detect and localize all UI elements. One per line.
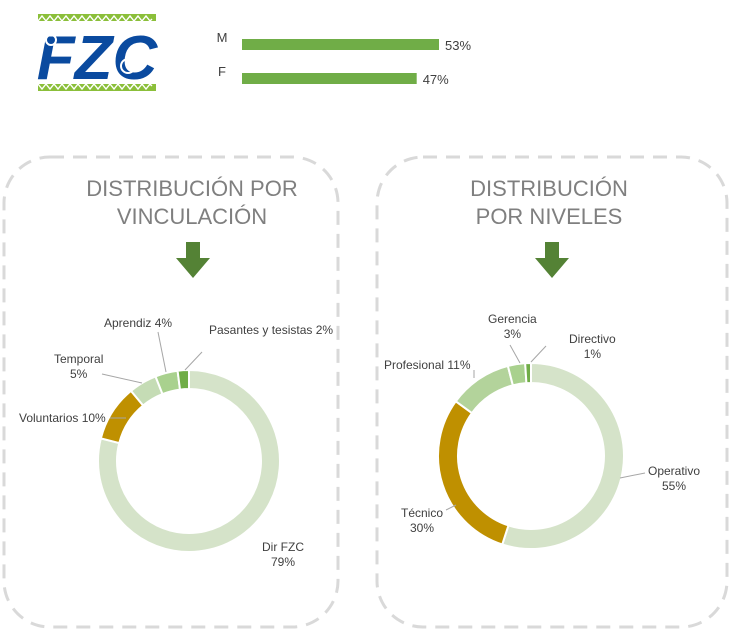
panel-title-line: DISTRIBUCIÓN xyxy=(470,176,628,201)
leader-line xyxy=(445,504,457,511)
leader-line xyxy=(619,472,646,479)
bar-value-label-m: 53% xyxy=(445,38,471,53)
logo-top-pattern xyxy=(37,14,156,23)
panel-title-line: VINCULACIÓN xyxy=(117,204,267,229)
leader-line xyxy=(509,344,521,364)
data-label-directivo: Directivo 1% xyxy=(569,332,616,361)
data-label-profesional: Profesional 11% xyxy=(384,358,471,372)
leader-line xyxy=(530,345,547,363)
logo-swirl-icon xyxy=(120,58,136,74)
data-label-temporal: Temporal 5% xyxy=(54,352,103,381)
fzc-logo: FZC xyxy=(37,14,159,93)
down-arrow-icon xyxy=(535,242,569,278)
donut-slice-dir-fzc xyxy=(97,368,281,553)
down-arrow-icon xyxy=(176,242,210,278)
donut-slice-pasantes-y-tesistas xyxy=(176,368,190,391)
bar-category-label-m: M xyxy=(217,30,228,45)
data-label-voluntarios: Voluntarios 10% xyxy=(19,411,106,425)
data-label-pasantes-y-tesistas: Pasantes y tesistas 2% xyxy=(209,323,333,337)
bar-value-label-f: 47% xyxy=(423,72,449,87)
panel-title-line: POR NIVELES xyxy=(476,204,623,229)
bar-f xyxy=(242,73,417,84)
data-label-operativo: Operativo 55% xyxy=(648,464,700,493)
gender-bar-chart: M 53% F 47% xyxy=(217,30,472,87)
data-label-dir-fzc: Dir FZC 79% xyxy=(262,540,304,569)
donut-slice-operativo xyxy=(500,361,625,550)
panel-border xyxy=(375,155,729,629)
bar-m xyxy=(242,39,439,50)
data-label-técnico: Técnico 30% xyxy=(401,506,443,535)
panel-vinculacion: DISTRIBUCIÓN POR VINCULACIÓN Dir FZC 79% V… xyxy=(2,155,340,629)
leader-line xyxy=(157,331,167,373)
logo-swirl-icon xyxy=(45,34,57,46)
leader-line xyxy=(101,373,143,384)
donut-slice-técnico xyxy=(437,399,510,546)
panel-border xyxy=(2,155,340,629)
logo-text: FZC xyxy=(37,24,159,93)
donut-chart-vinculacion: Dir FZC 79% Voluntarios 10% Temporal 5% Apren… xyxy=(19,316,333,569)
data-label-aprendiz: Aprendiz 4% xyxy=(104,316,172,330)
donut-chart-niveles: Operativo 55% Técnico 30% Profesional 11% Ger… xyxy=(384,312,700,550)
bar-category-label-f: F xyxy=(218,64,226,79)
donut-slice-profesional xyxy=(454,364,515,415)
logo-bottom-pattern xyxy=(37,82,156,91)
panel-niveles: DISTRIBUCIÓN POR NIVELES Operativo 55% Téc… xyxy=(375,155,729,629)
leader-line xyxy=(184,351,203,371)
data-label-gerencia: Gerencia 3% xyxy=(488,312,537,341)
panel-title-line: DISTRIBUCIÓN POR xyxy=(86,176,297,201)
donut-slice-directivo xyxy=(524,361,532,385)
